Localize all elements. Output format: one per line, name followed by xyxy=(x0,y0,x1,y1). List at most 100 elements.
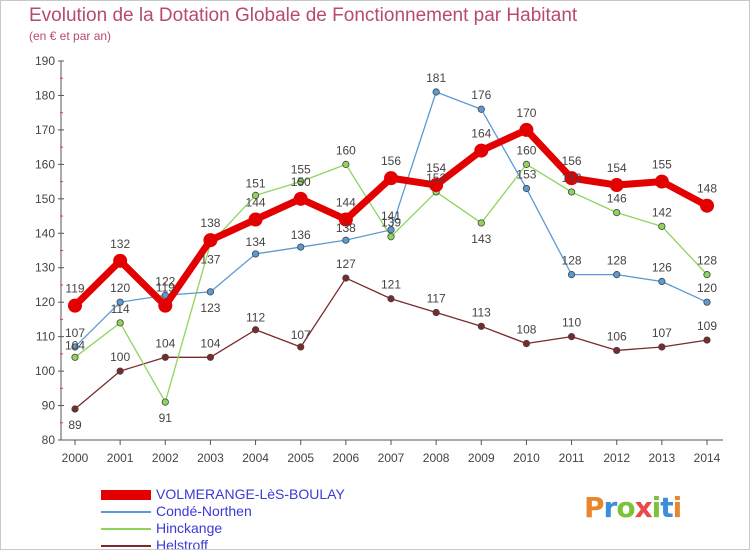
series-point xyxy=(429,178,444,193)
series-point xyxy=(116,319,124,327)
data-label: 123 xyxy=(200,301,220,315)
x-tick-label: 2004 xyxy=(242,451,269,465)
x-tick-label: 2011 xyxy=(559,451,585,465)
data-label: 108 xyxy=(516,323,536,337)
data-label: 170 xyxy=(516,106,536,120)
series-point xyxy=(206,288,215,296)
data-label: 164 xyxy=(471,127,491,141)
series-point xyxy=(203,233,218,248)
series-point xyxy=(477,105,485,113)
series-point xyxy=(519,122,534,137)
y-tick-label: 140 xyxy=(35,226,55,240)
data-label: 155 xyxy=(652,158,672,172)
data-label: 152 xyxy=(562,171,582,185)
series-point xyxy=(116,367,124,375)
chart-subtitle: (en € et par an) xyxy=(29,29,112,43)
data-label: 122 xyxy=(155,274,175,288)
series-point xyxy=(342,236,350,244)
data-label: 138 xyxy=(336,221,356,235)
series-point xyxy=(342,274,350,282)
legend-label: Condé-Northen xyxy=(156,503,252,519)
data-label: 150 xyxy=(291,175,311,189)
series-point xyxy=(158,298,173,313)
series-point xyxy=(474,143,489,158)
series-point xyxy=(297,343,305,351)
data-label: 100 xyxy=(110,350,130,364)
x-tick-label: 2001 xyxy=(107,451,134,465)
data-label: 104 xyxy=(155,336,175,350)
series-point xyxy=(161,398,169,406)
logo-letter: i xyxy=(672,491,683,524)
data-label: 141 xyxy=(381,209,401,223)
series-point xyxy=(338,212,353,227)
data-label: 137 xyxy=(200,253,220,267)
series-point xyxy=(297,243,305,251)
data-label: 128 xyxy=(697,254,717,268)
data-label: 113 xyxy=(472,305,491,319)
data-label: 117 xyxy=(427,292,446,306)
data-label: 119 xyxy=(156,281,175,295)
series-point xyxy=(567,271,576,279)
x-tick-label: 2008 xyxy=(423,451,450,465)
series-point xyxy=(522,339,531,348)
y-tick-label: 150 xyxy=(35,192,55,206)
y-tick-label: 170 xyxy=(35,123,55,137)
series-point xyxy=(654,174,669,189)
legend-swatch xyxy=(101,545,151,547)
series-point xyxy=(71,353,79,361)
x-tick-label: 2007 xyxy=(378,451,405,465)
data-label: 120 xyxy=(110,281,130,295)
y-tick-label: 110 xyxy=(36,330,55,344)
series-point xyxy=(703,336,711,344)
x-tick-label: 2009 xyxy=(468,451,495,465)
data-label: 181 xyxy=(426,71,446,85)
series-point xyxy=(297,177,305,186)
data-label: 114 xyxy=(111,302,130,316)
data-label: 106 xyxy=(607,329,627,343)
data-label: 89 xyxy=(68,418,82,432)
series-point xyxy=(116,298,124,306)
logo-letter: o xyxy=(616,491,635,524)
series-point xyxy=(609,178,624,193)
series-point xyxy=(477,219,485,227)
series-point xyxy=(251,191,260,199)
series-point xyxy=(658,343,666,351)
series-point xyxy=(342,160,350,168)
legend-swatch xyxy=(101,528,151,530)
series-point xyxy=(387,233,395,241)
x-tick-label: 2014 xyxy=(694,451,721,465)
data-label: 146 xyxy=(607,192,627,206)
data-label: 153 xyxy=(516,167,536,181)
series-point xyxy=(161,353,169,361)
data-label: 156 xyxy=(381,154,401,168)
proxiti-logo: Proxiti xyxy=(584,491,683,524)
data-label: 151 xyxy=(246,176,266,190)
series-point xyxy=(293,191,308,206)
series-point xyxy=(522,160,531,168)
data-label: 126 xyxy=(652,261,672,275)
data-label: 142 xyxy=(652,205,672,219)
series-point xyxy=(432,308,440,317)
series-point xyxy=(248,212,263,227)
x-tick-label: 2013 xyxy=(649,451,676,465)
y-tick-label: 180 xyxy=(35,88,55,102)
data-label: 148 xyxy=(697,182,717,196)
logo-letter: P xyxy=(584,491,605,524)
x-tick-label: 2005 xyxy=(287,451,314,465)
series-point xyxy=(477,322,485,330)
series-point xyxy=(703,271,711,279)
data-label: 120 xyxy=(697,281,717,295)
data-label: 112 xyxy=(246,311,265,325)
y-tick-label: 160 xyxy=(35,157,55,171)
x-tick-label: 2006 xyxy=(333,451,360,465)
data-label: 107 xyxy=(65,326,85,340)
data-label: 110 xyxy=(562,316,581,330)
series-point xyxy=(384,171,398,186)
y-tick-label: 120 xyxy=(35,295,55,309)
data-label: 138 xyxy=(200,216,220,230)
data-label: 144 xyxy=(336,195,356,209)
x-tick-label: 2000 xyxy=(62,451,89,465)
data-label: 176 xyxy=(471,88,491,102)
logo-letter: t xyxy=(660,491,673,524)
